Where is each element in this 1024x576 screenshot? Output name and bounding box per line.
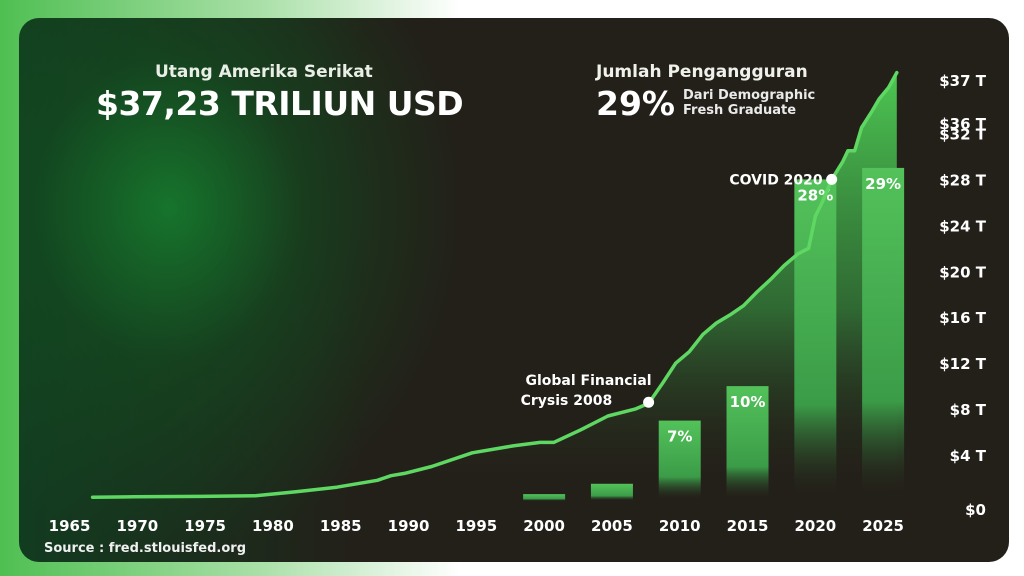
unemployment-bar <box>523 494 566 501</box>
unemployment-bar <box>862 167 905 501</box>
x-tick-label: 2000 <box>523 517 565 535</box>
y-tick-label: $24 T <box>939 217 987 235</box>
x-tick-label: 1985 <box>320 517 362 535</box>
unemployment-subtitle-line2: Fresh Graduate <box>683 103 797 118</box>
y-tick-label: $8 T <box>950 401 987 419</box>
y-tick-label: $16 T <box>939 309 987 327</box>
unemployment-bar <box>794 179 837 502</box>
debt-value: $37,23 TRILIUN USD <box>96 84 464 123</box>
x-tick-label: 2025 <box>862 517 904 535</box>
unemployment-bar <box>590 483 633 501</box>
annotations: Global Financial Crysis 2008 COVID 2020 <box>521 172 838 409</box>
unemployment-title: Jumlah Pengangguran <box>596 62 808 82</box>
bar-label: 10% <box>730 393 766 411</box>
x-tick-label: 2005 <box>591 517 633 535</box>
unemployment-bar <box>726 386 769 501</box>
y-tick-label: $4 T <box>950 447 987 465</box>
y-tick-label: $0 <box>965 501 986 519</box>
y-tick-label: $20 T <box>939 263 987 281</box>
y-tick-label: $32 T <box>939 125 987 143</box>
x-tick-label: 2020 <box>794 517 836 535</box>
unemployment-value: 29% <box>596 84 675 123</box>
debt-area <box>92 72 897 501</box>
x-tick-label: 2015 <box>727 517 769 535</box>
y-tick-label: $36 T <box>939 115 987 133</box>
y-tick-label: $28 T <box>939 171 987 189</box>
y-tick-label: $12 T <box>939 355 987 373</box>
source-note: Source : fred.stlouisfed.org <box>44 541 247 556</box>
debt-label: Utang Amerika Serikat <box>155 62 373 82</box>
x-tick-label: 1975 <box>184 517 226 535</box>
annotation-label: Global Financial <box>525 373 651 389</box>
chart-card: 7% 10% 28% 29% Global Financial Crysis 2008 C… <box>19 18 1009 562</box>
y-axis: $0 $4 T $8 T $12 T $16 T $20 T $24 T $28 T $32 T… <box>939 72 987 519</box>
x-tick-label: 1980 <box>252 517 294 535</box>
x-axis: 1965 1970 1975 1980 1985 1990 1995 2000 2005 2010… <box>49 517 904 535</box>
bar-label: 29% <box>865 175 901 193</box>
x-tick-label: 2010 <box>659 517 701 535</box>
x-tick-label: 1965 <box>49 517 91 535</box>
unemployment-bars: 7%10%28%29% <box>523 167 905 502</box>
y-tick-label: $37 T <box>939 72 987 90</box>
x-tick-label: 1970 <box>116 517 158 535</box>
annotation-dot <box>643 396 655 408</box>
annotation-dot <box>826 173 838 185</box>
annotation-label: Crysis 2008 <box>521 393 613 409</box>
x-tick-label: 1995 <box>455 517 497 535</box>
bar-label: 7% <box>667 428 692 446</box>
unemployment-bar <box>658 420 701 501</box>
debt-line <box>90 70 899 499</box>
unemployment-subtitle-line1: Dari Demographic <box>683 88 816 103</box>
x-tick-label: 1990 <box>388 517 430 535</box>
annotation-label: COVID 2020 <box>729 172 823 188</box>
